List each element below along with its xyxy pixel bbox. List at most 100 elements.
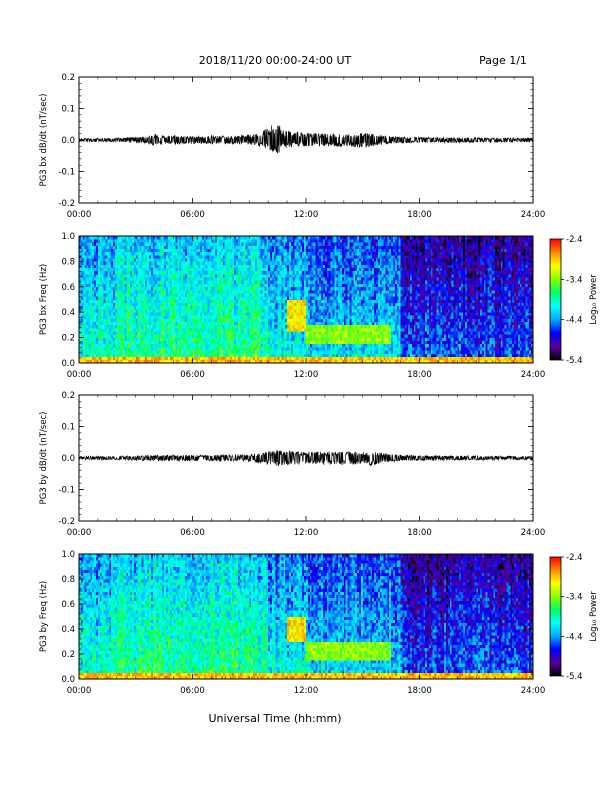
signal-trace xyxy=(78,125,534,154)
spectrogram-cell xyxy=(118,340,121,345)
spectrogram-cell xyxy=(80,318,84,323)
spectrogram-cell xyxy=(154,258,157,262)
spectrogram-cell xyxy=(88,315,91,319)
spectrogram-cell xyxy=(218,324,222,329)
spectrogram-cell xyxy=(285,331,288,335)
spectrogram-cell xyxy=(122,328,125,332)
spectrogram-cell xyxy=(253,251,256,256)
spectrogram-cell xyxy=(169,261,172,265)
spectrogram-cell xyxy=(283,343,286,348)
spectrogram-cell xyxy=(270,353,273,357)
spectrogram-cell xyxy=(97,337,101,342)
spectrogram-cell xyxy=(262,286,265,291)
spectrogram-cell xyxy=(109,251,112,256)
spectrogram-cell xyxy=(162,274,165,278)
spectrogram-cell xyxy=(211,343,214,348)
spectrogram-cell xyxy=(80,236,84,240)
spectrogram-cell xyxy=(262,315,265,319)
spectrogram-cell xyxy=(128,236,131,240)
spectrogram-cell xyxy=(304,347,307,351)
spectrogram-cell xyxy=(188,248,191,253)
spectrogram-cell xyxy=(133,334,137,338)
spectrogram-cell xyxy=(198,324,201,329)
spectrogram-cell xyxy=(251,261,254,265)
spectrogram-cell xyxy=(200,309,203,313)
spectrogram-cell xyxy=(245,261,248,265)
spectrogram-cell xyxy=(90,283,93,288)
spectrogram-cell xyxy=(226,347,229,351)
spectrogram-cell xyxy=(177,312,180,316)
spectrogram-cell xyxy=(84,305,87,310)
spectrogram-cell xyxy=(99,343,102,348)
spectrogram-cell xyxy=(116,315,120,319)
spectrogram-cell xyxy=(239,296,242,300)
spectrogram-cell xyxy=(181,267,184,272)
spectrogram-cell xyxy=(188,245,191,249)
spectrogram-cell xyxy=(145,343,148,348)
spectrogram-cell xyxy=(307,280,311,284)
spectrogram-cell xyxy=(86,340,89,345)
spectrogram-cell xyxy=(300,293,303,297)
spectrogram-cell xyxy=(234,328,237,332)
panel-1: 0.20.10.0-0.1-0.200:00 06:00 12:00 18:00 24:… xyxy=(39,73,545,220)
spectrogram-cell xyxy=(84,309,87,313)
spectrogram-cell xyxy=(177,277,180,281)
spectrogram-cell xyxy=(247,293,250,297)
spectrogram-cell xyxy=(306,258,309,262)
spectrogram-cell xyxy=(118,337,121,342)
spectrogram-cell xyxy=(215,347,218,351)
spectrogram-cell xyxy=(88,337,91,342)
spectrogram-cell xyxy=(99,255,102,259)
spectrogram-cell xyxy=(271,337,275,342)
spectrogram-cell xyxy=(270,280,273,284)
spectrogram-cell xyxy=(188,328,191,332)
spectrogram-cell xyxy=(154,359,157,364)
spectrogram-cell xyxy=(288,359,292,364)
spectrogram-cell xyxy=(114,328,118,332)
spectrogram-cell xyxy=(224,353,227,357)
spectrogram-cell xyxy=(184,280,188,284)
spectrogram-cell xyxy=(254,264,258,269)
spectrogram-cell xyxy=(205,321,208,326)
spectrogram-cell xyxy=(186,359,190,364)
spectrogram-cell xyxy=(296,334,299,338)
spectrogram-cell xyxy=(251,337,254,342)
spectrogram-cell xyxy=(141,334,144,338)
spectrogram-cell xyxy=(217,353,220,357)
spectrogram-cell xyxy=(198,286,201,291)
spectrogram-cell xyxy=(177,334,180,338)
spectrogram-cell xyxy=(94,270,97,275)
spectrogram-cell xyxy=(141,283,144,288)
spectrogram-cell xyxy=(116,343,120,348)
spectrogram-cell xyxy=(298,340,301,345)
spectrogram-cell xyxy=(114,343,118,348)
spectrogram-cell xyxy=(177,299,180,303)
spectrogram-cell xyxy=(137,334,140,338)
spectrogram-cell xyxy=(253,318,256,323)
spectrogram-cell xyxy=(186,264,190,269)
spectrogram-cell xyxy=(228,340,231,345)
spectrogram-cell xyxy=(177,328,180,332)
spectrogram-cell xyxy=(283,255,286,259)
spectrogram-cell xyxy=(194,318,197,323)
spectrogram-cell xyxy=(213,299,216,303)
spectrogram-cell xyxy=(247,261,250,265)
spectrogram-cell xyxy=(203,251,207,256)
spectrogram-cell xyxy=(203,305,207,310)
spectrogram-cell xyxy=(141,261,144,265)
spectrogram-cell xyxy=(285,356,288,361)
spectrogram-cell xyxy=(186,356,190,361)
spectrogram-cell xyxy=(277,270,280,275)
spectrogram-cell xyxy=(184,318,188,323)
spectrogram-cell xyxy=(97,267,101,272)
spectrogram-cell xyxy=(253,343,256,348)
spectrogram-cell xyxy=(270,343,273,348)
spectrogram-cell xyxy=(90,350,93,354)
spectrogram-cell xyxy=(150,302,154,307)
spectrogram-cell xyxy=(188,353,191,357)
spectrogram-cell xyxy=(271,331,275,335)
spectrogram-cell xyxy=(126,236,129,240)
spectrogram-cell xyxy=(171,267,174,272)
spectrogram-cell xyxy=(166,236,169,240)
spectrogram-cell xyxy=(275,270,278,275)
